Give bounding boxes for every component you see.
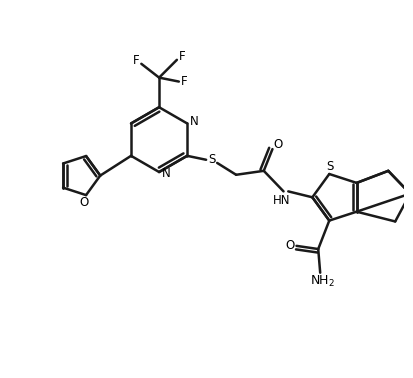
Text: S: S (326, 160, 334, 173)
Text: NH$_2$: NH$_2$ (310, 274, 335, 289)
Text: N: N (161, 167, 170, 180)
Text: O: O (274, 138, 283, 151)
Text: F: F (180, 75, 188, 88)
Text: S: S (208, 153, 215, 166)
Text: HN: HN (273, 194, 290, 206)
Text: F: F (133, 54, 140, 67)
Text: N: N (190, 115, 198, 128)
Text: O: O (80, 196, 89, 209)
Text: F: F (179, 50, 185, 63)
Text: O: O (285, 239, 294, 252)
